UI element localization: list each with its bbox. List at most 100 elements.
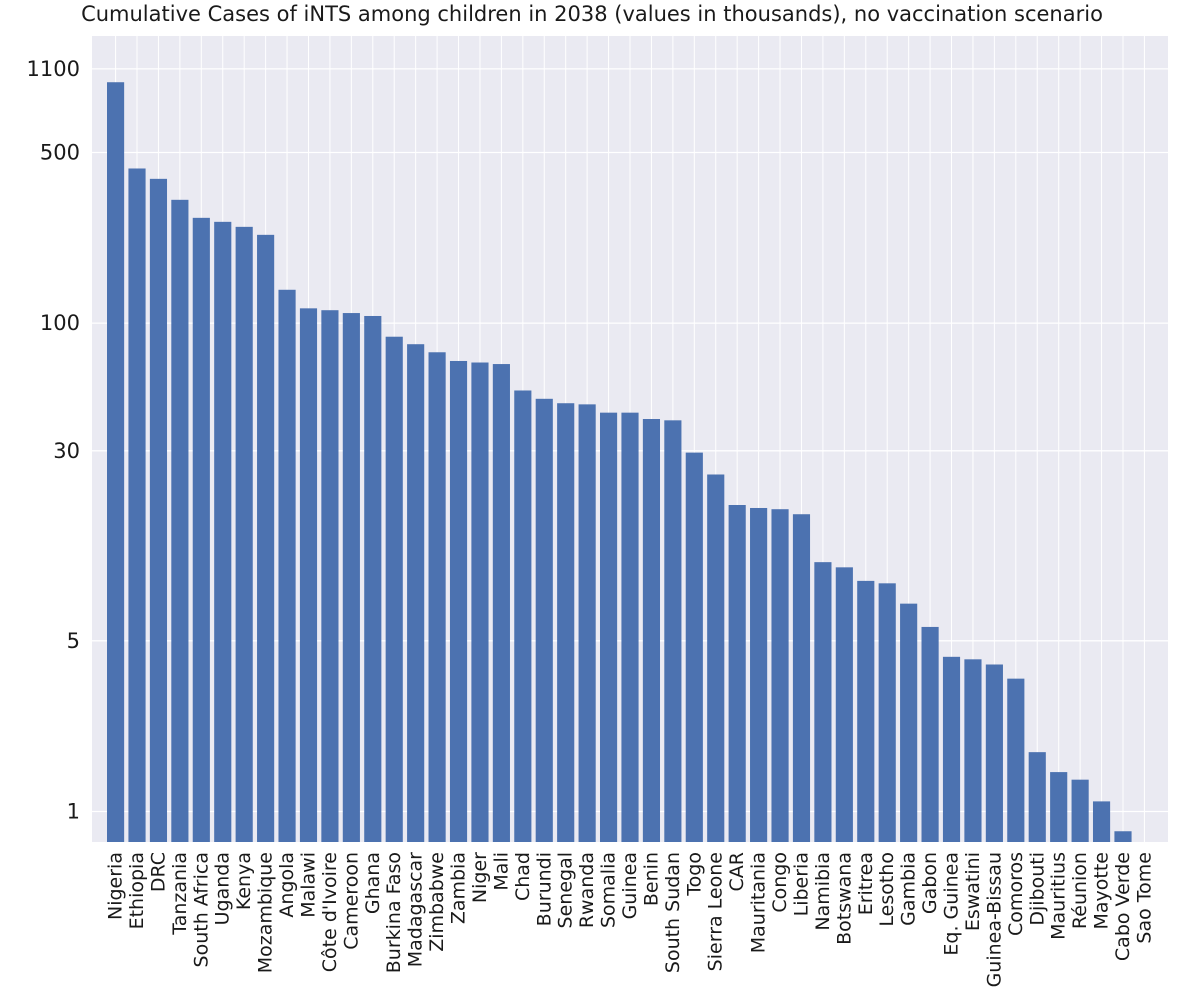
x-tick-label: Cabo Verde	[1112, 852, 1134, 961]
bar	[964, 659, 982, 842]
bar	[514, 390, 532, 842]
x-tick-label: Tanzania	[169, 852, 191, 936]
x-tick-label: Angola	[276, 852, 298, 918]
bar	[1028, 752, 1046, 842]
x-tick-label: Mauritius	[1048, 852, 1070, 940]
bar	[299, 308, 318, 842]
y-axis-tick-labels: 1 5 30 100 500 1100	[27, 57, 80, 824]
bar	[342, 313, 360, 842]
bar	[1007, 678, 1025, 842]
bar	[878, 583, 896, 842]
bar	[364, 315, 382, 843]
x-tick-label: Gambia	[898, 852, 920, 926]
x-tick-label: Senegal	[555, 852, 577, 928]
bar	[471, 362, 489, 842]
x-tick-label: DRC	[147, 852, 169, 892]
bar	[171, 199, 189, 843]
x-tick-label: Sierra Leone	[705, 852, 727, 971]
x-tick-label: Namibia	[812, 852, 834, 931]
bar	[1071, 779, 1089, 842]
x-tick-label: Réunion	[1069, 852, 1091, 929]
bar	[149, 178, 168, 842]
bar	[771, 509, 789, 842]
x-tick-label: Rwanda	[576, 852, 598, 928]
bar	[1092, 801, 1111, 842]
x-tick-label: South Africa	[190, 852, 212, 967]
bar	[257, 234, 275, 843]
chart-title: Cumulative Cases of iNTS among children …	[81, 2, 1103, 26]
bar	[835, 567, 853, 842]
x-tick-label: Cameroon	[340, 852, 362, 950]
bars	[107, 82, 1132, 843]
x-tick-label: Lesotho	[876, 852, 898, 927]
x-tick-label: Mali	[490, 852, 512, 891]
bar	[428, 352, 446, 842]
x-tick-label: Mauritania	[748, 852, 770, 953]
y-tick-label: 1	[67, 799, 80, 823]
bar	[321, 310, 339, 842]
y-tick-label: 1100	[27, 57, 80, 81]
x-tick-label: Djibouti	[1026, 852, 1048, 926]
x-tick-label: Burundi	[533, 852, 555, 926]
x-tick-label: Sao Tome	[1133, 852, 1155, 944]
bar	[128, 168, 146, 842]
bar	[942, 656, 961, 842]
bar	[900, 603, 918, 842]
bar	[192, 217, 210, 843]
bar	[107, 82, 125, 842]
x-tick-label: Burkina Faso	[383, 852, 405, 973]
x-tick-label: Ethiopia	[126, 852, 148, 929]
y-tick-label: 5	[67, 629, 80, 653]
bar	[278, 289, 296, 843]
bar	[599, 412, 618, 842]
x-tick-label: Eq. Guinea	[941, 852, 963, 956]
x-axis-tick-labels: Nigeria Ethiopia DRC Tanzania South Africa Ug…	[105, 852, 1156, 988]
bar	[685, 452, 703, 842]
bar	[535, 398, 553, 842]
bar	[921, 626, 939, 842]
x-tick-label: Uganda	[212, 852, 234, 925]
bar	[792, 514, 811, 842]
bar	[707, 474, 725, 842]
x-tick-label: Eritrea	[855, 852, 877, 915]
x-tick-label: Benin	[640, 852, 662, 906]
y-tick-label: 30	[53, 439, 80, 463]
x-tick-label: Côte d'Ivoire	[319, 852, 341, 972]
y-tick-label: 500	[40, 140, 80, 164]
bar	[664, 420, 682, 842]
bar	[385, 336, 403, 842]
x-tick-label: Gabon	[919, 852, 941, 914]
x-tick-label: Eswatini	[962, 852, 984, 931]
x-tick-label: Guinea	[619, 852, 641, 919]
bar	[814, 562, 832, 842]
x-tick-label: Niger	[469, 852, 491, 903]
x-tick-label: Zimbabwe	[426, 852, 448, 952]
x-tick-label: Malawi	[297, 852, 319, 918]
x-tick-label: Botswana	[833, 852, 855, 945]
bar	[557, 403, 575, 842]
x-tick-label: Congo	[769, 852, 791, 913]
x-tick-label: South Sudan	[662, 852, 684, 973]
x-tick-label: Kenya	[233, 852, 255, 910]
x-tick-label: Ghana	[362, 852, 384, 914]
bar	[1050, 772, 1068, 842]
bar	[728, 504, 746, 842]
bar	[578, 404, 596, 842]
x-tick-label: Nigeria	[105, 852, 127, 920]
bar	[857, 580, 875, 842]
x-tick-label: Madagascar	[405, 852, 427, 967]
bar	[1114, 831, 1132, 842]
bar	[642, 419, 661, 842]
x-tick-label: Mayotte	[1091, 852, 1113, 930]
x-tick-label: Somalia	[598, 852, 620, 928]
x-tick-label: Liberia	[790, 852, 812, 916]
bar	[235, 226, 253, 842]
x-tick-label: Guinea-Bissau	[983, 852, 1005, 987]
bar	[492, 364, 510, 842]
bar	[214, 221, 232, 842]
bar	[621, 412, 639, 842]
x-tick-label: CAR	[726, 852, 748, 891]
bar	[985, 664, 1003, 842]
